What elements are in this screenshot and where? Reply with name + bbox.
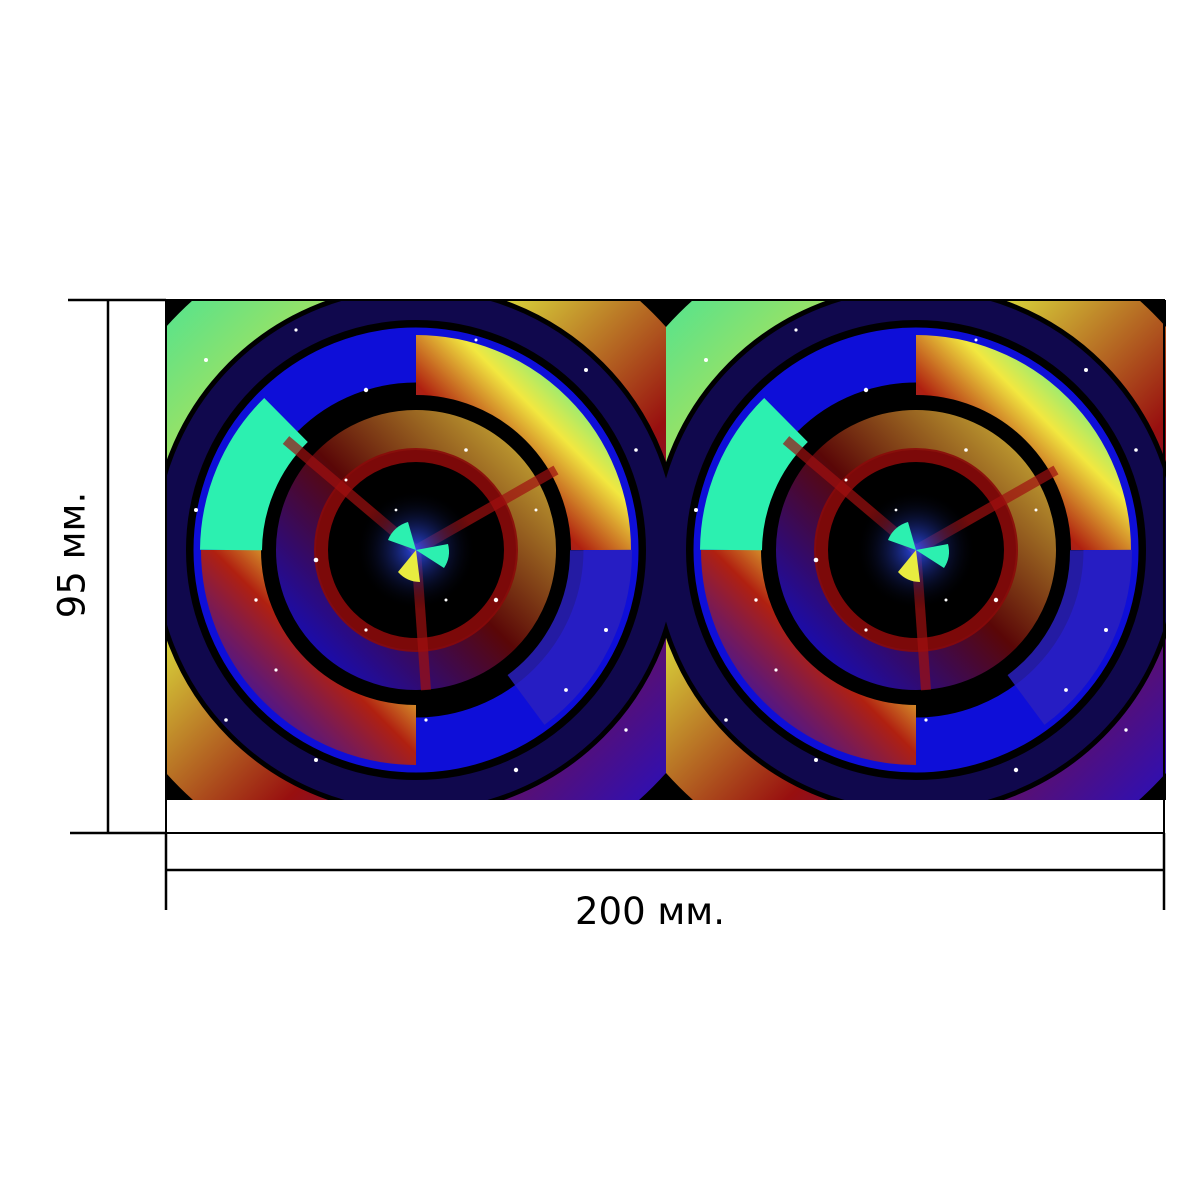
left-pattern-panel xyxy=(116,250,716,850)
width-label: 200 мм. xyxy=(575,890,725,933)
panel-outline xyxy=(165,299,1165,834)
width-dimension-line xyxy=(164,833,1166,910)
height-label: 95 мм. xyxy=(50,491,94,619)
height-dimension-line xyxy=(68,298,166,835)
right-pattern-panel xyxy=(616,250,1200,850)
